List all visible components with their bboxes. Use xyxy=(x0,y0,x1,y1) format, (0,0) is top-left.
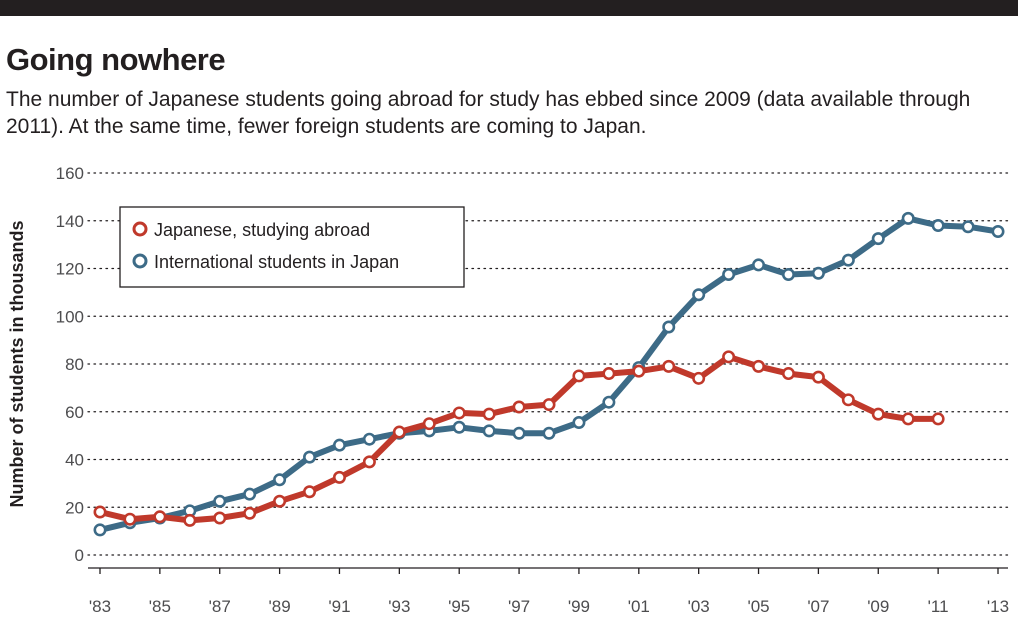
data-point xyxy=(602,395,616,409)
data-point xyxy=(243,487,257,501)
y-tick-label: 0 xyxy=(75,546,84,565)
y-tick-label: 20 xyxy=(65,498,84,517)
data-point xyxy=(93,523,107,537)
x-tick-label: '91 xyxy=(328,597,350,616)
x-tick-label: '85 xyxy=(149,597,171,616)
y-tick-label: 120 xyxy=(56,260,84,279)
data-point xyxy=(901,211,915,225)
x-tick-label: '83 xyxy=(89,597,111,616)
y-tick-label: 80 xyxy=(65,355,84,374)
data-point xyxy=(662,320,676,334)
data-point xyxy=(332,470,346,484)
data-point xyxy=(303,485,317,499)
data-point xyxy=(841,253,855,267)
x-tick-label: '97 xyxy=(508,597,530,616)
data-point xyxy=(811,266,825,280)
data-point xyxy=(273,473,287,487)
data-point xyxy=(961,220,975,234)
legend-marker xyxy=(132,221,148,237)
data-point xyxy=(303,450,317,464)
y-tick-label: 140 xyxy=(56,212,84,231)
x-tick-label: '13 xyxy=(987,597,1009,616)
x-tick-label: '07 xyxy=(807,597,829,616)
data-point xyxy=(752,258,766,272)
data-point xyxy=(243,506,257,520)
data-point xyxy=(153,510,167,524)
data-point xyxy=(183,513,197,527)
data-point xyxy=(362,455,376,469)
y-tick-label: 100 xyxy=(56,307,84,326)
legend-label: International students in Japan xyxy=(154,252,399,272)
data-point xyxy=(572,415,586,429)
x-tick-label: '93 xyxy=(388,597,410,616)
data-point xyxy=(273,494,287,508)
x-tick-label: '89 xyxy=(269,597,291,616)
legend-box xyxy=(119,206,465,288)
data-point xyxy=(542,426,556,440)
x-tick-label: '95 xyxy=(448,597,470,616)
data-point xyxy=(781,267,795,281)
data-point xyxy=(542,398,556,412)
y-tick-label: 40 xyxy=(65,451,84,470)
data-point xyxy=(512,400,526,414)
data-point xyxy=(752,359,766,373)
y-tick-label: 60 xyxy=(65,403,84,422)
data-point xyxy=(572,369,586,383)
x-tick-label: '99 xyxy=(568,597,590,616)
data-point xyxy=(871,232,885,246)
legend-marker xyxy=(132,253,148,269)
data-point xyxy=(213,511,227,525)
data-point xyxy=(213,494,227,508)
data-point xyxy=(482,424,496,438)
x-tick-label: '01 xyxy=(628,597,650,616)
data-point xyxy=(722,350,736,364)
data-point xyxy=(482,407,496,421)
data-point xyxy=(811,370,825,384)
data-point xyxy=(93,505,107,519)
data-point xyxy=(392,425,406,439)
legend-label: Japanese, studying abroad xyxy=(154,220,370,240)
data-point xyxy=(871,407,885,421)
data-point xyxy=(123,512,137,526)
data-point xyxy=(781,367,795,381)
y-tick-label: 160 xyxy=(56,164,84,183)
data-point xyxy=(602,367,616,381)
data-point xyxy=(422,417,436,431)
data-point xyxy=(991,224,1005,238)
data-point xyxy=(931,412,945,426)
data-point xyxy=(452,420,466,434)
data-point xyxy=(512,426,526,440)
x-tick-label: '09 xyxy=(867,597,889,616)
data-point xyxy=(692,288,706,302)
x-tick-label: '03 xyxy=(688,597,710,616)
data-point xyxy=(722,267,736,281)
header-bar xyxy=(0,0,1018,16)
x-tick-label: '11 xyxy=(928,597,949,616)
data-point xyxy=(362,432,376,446)
y-axis-title: Number of students in thousands xyxy=(7,220,27,507)
chart-title: Going nowhere xyxy=(6,42,226,77)
x-tick-label: '05 xyxy=(747,597,769,616)
data-point xyxy=(452,406,466,420)
data-point xyxy=(901,412,915,426)
data-point xyxy=(931,219,945,233)
data-point xyxy=(662,359,676,373)
x-tick-label: '87 xyxy=(209,597,231,616)
data-point xyxy=(692,371,706,385)
data-point xyxy=(332,438,346,452)
data-point xyxy=(632,364,646,378)
chart-subtitle: The number of Japanese students going ab… xyxy=(6,88,971,138)
data-point xyxy=(841,393,855,407)
